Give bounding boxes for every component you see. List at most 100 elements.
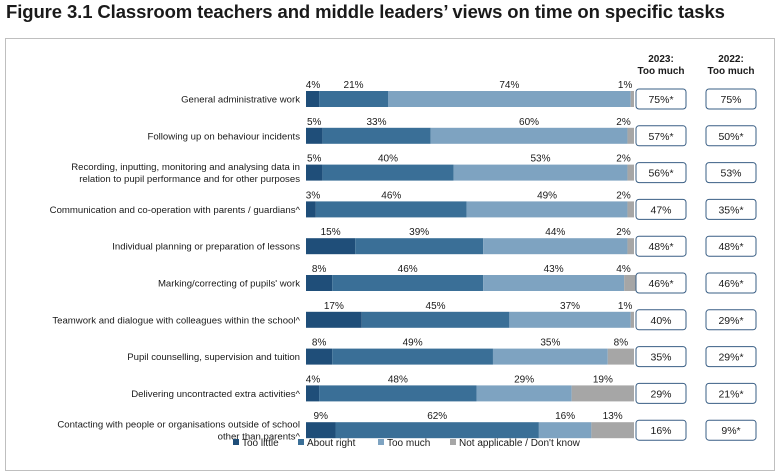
too-much-value: 16% [650, 425, 671, 437]
legend-label: About right [307, 438, 356, 449]
bar-segment-not-applicable-don-t-know [627, 238, 634, 255]
data-label: 49% [403, 338, 423, 349]
bar-segment-about-right [361, 311, 510, 328]
too-much-box [635, 309, 687, 331]
data-label: 35% [540, 338, 560, 349]
bar-segment-about-right [315, 201, 467, 218]
data-label: 60% [519, 117, 539, 128]
bar-segment-too-little [306, 348, 333, 365]
bar-segment-too-much [476, 385, 572, 402]
data-label: 2% [616, 117, 631, 128]
data-label: 5% [307, 154, 322, 165]
too-much-box [635, 125, 687, 147]
bar-segment-not-applicable-don-t-know [624, 275, 638, 291]
data-label: 17% [324, 301, 344, 312]
column-header: Too much [707, 66, 754, 77]
bar-segment-too-much [538, 422, 592, 439]
too-much-value: 46%* [648, 278, 673, 290]
bar-segment-not-applicable-don-t-know [627, 164, 634, 181]
bar-segment-too-much [453, 164, 628, 181]
data-label: 1% [618, 80, 633, 91]
legend-label: Too much [387, 438, 430, 449]
bar-segment-too-little [306, 164, 323, 181]
too-much-value: 29% [650, 388, 671, 400]
legend-swatch [450, 439, 456, 445]
bar-segment-too-much [483, 238, 628, 255]
too-much-value: 57%* [648, 131, 673, 143]
data-label: 1% [618, 301, 633, 312]
too-much-value: 75% [720, 94, 741, 106]
category-label: other than parents^ [218, 432, 301, 443]
bar-segment-not-applicable-don-t-know [627, 127, 634, 144]
too-much-value: 46%* [718, 278, 743, 290]
bar-segment-not-applicable-don-t-know [571, 385, 634, 402]
too-much-value: 48%* [648, 241, 673, 253]
bar-segment-about-right [355, 238, 484, 255]
data-label: 37% [560, 301, 580, 312]
data-label: 3% [306, 190, 321, 201]
too-much-value: 21%* [718, 388, 743, 400]
category-label: Contacting with people or organisations … [57, 420, 300, 431]
bar-segment-not-applicable-don-t-know [607, 348, 634, 365]
data-label: 48% [388, 374, 408, 385]
data-label: 33% [367, 117, 387, 128]
too-much-box [705, 198, 757, 220]
data-label: 15% [321, 227, 341, 238]
bar-segment-about-right [332, 275, 484, 291]
data-label: 4% [306, 374, 321, 385]
data-label: 43% [544, 264, 564, 275]
too-much-box [635, 235, 687, 257]
legend-swatch [378, 439, 384, 445]
data-label: 46% [381, 190, 401, 201]
data-label: 4% [306, 80, 321, 91]
category-label: relation to pupil performance and for ot… [79, 174, 300, 185]
too-much-box [635, 382, 687, 404]
data-label: 5% [307, 117, 322, 128]
bar-segment-too-much [466, 201, 628, 218]
bar-segment-too-much [430, 127, 628, 144]
bar-segment-too-little [306, 201, 316, 218]
labels-layer: General administrative work 4% 21% 74% 1% Fol… [50, 80, 633, 443]
column-header: Too much [637, 66, 684, 77]
too-much-box [635, 162, 687, 184]
bar-segment-not-applicable-don-t-know [591, 422, 634, 439]
too-much-box [705, 125, 757, 147]
bar-segment-not-applicable-don-t-know [630, 91, 634, 107]
category-label: Recording, inputting, monitoring and ana… [71, 162, 300, 173]
too-much-box [635, 419, 687, 441]
too-much-box [705, 272, 757, 294]
bars-layer [306, 91, 638, 439]
too-much-value: 9%* [721, 425, 740, 437]
data-label: 46% [398, 264, 418, 275]
data-label: 49% [537, 190, 557, 201]
category-label: Teamwork and dialogue with colleagues wi… [52, 315, 300, 326]
data-label: 2% [616, 154, 631, 165]
too-much-box [705, 88, 757, 110]
too-much-box [705, 235, 757, 257]
too-much-value: 40% [650, 315, 671, 327]
data-label: 16% [555, 411, 575, 422]
category-label: Individual planning or preparation of le… [112, 242, 300, 253]
data-label: 4% [616, 264, 631, 275]
data-label: 2% [616, 227, 631, 238]
too-much-value: 29%* [718, 315, 743, 327]
data-label: 45% [426, 301, 446, 312]
bar-segment-about-right [319, 385, 477, 402]
too-much-box [635, 272, 687, 294]
bar-segment-about-right [322, 164, 454, 181]
bar-segment-too-little [306, 422, 336, 439]
too-much-value: 56%* [648, 168, 673, 180]
too-much-value: 35% [650, 352, 671, 364]
bar-segment-not-applicable-don-t-know [627, 201, 634, 218]
column-header: 2023: [648, 54, 674, 65]
too-much-box [635, 198, 687, 220]
data-label: 44% [545, 227, 565, 238]
too-much-box [705, 309, 757, 331]
too-much-value: 35%* [718, 204, 743, 216]
bar-segment-too-little [306, 275, 333, 291]
bar-segment-about-right [322, 127, 431, 144]
legend-swatch [298, 439, 304, 445]
bar-segment-too-much [483, 275, 625, 291]
data-label: 74% [499, 80, 519, 91]
